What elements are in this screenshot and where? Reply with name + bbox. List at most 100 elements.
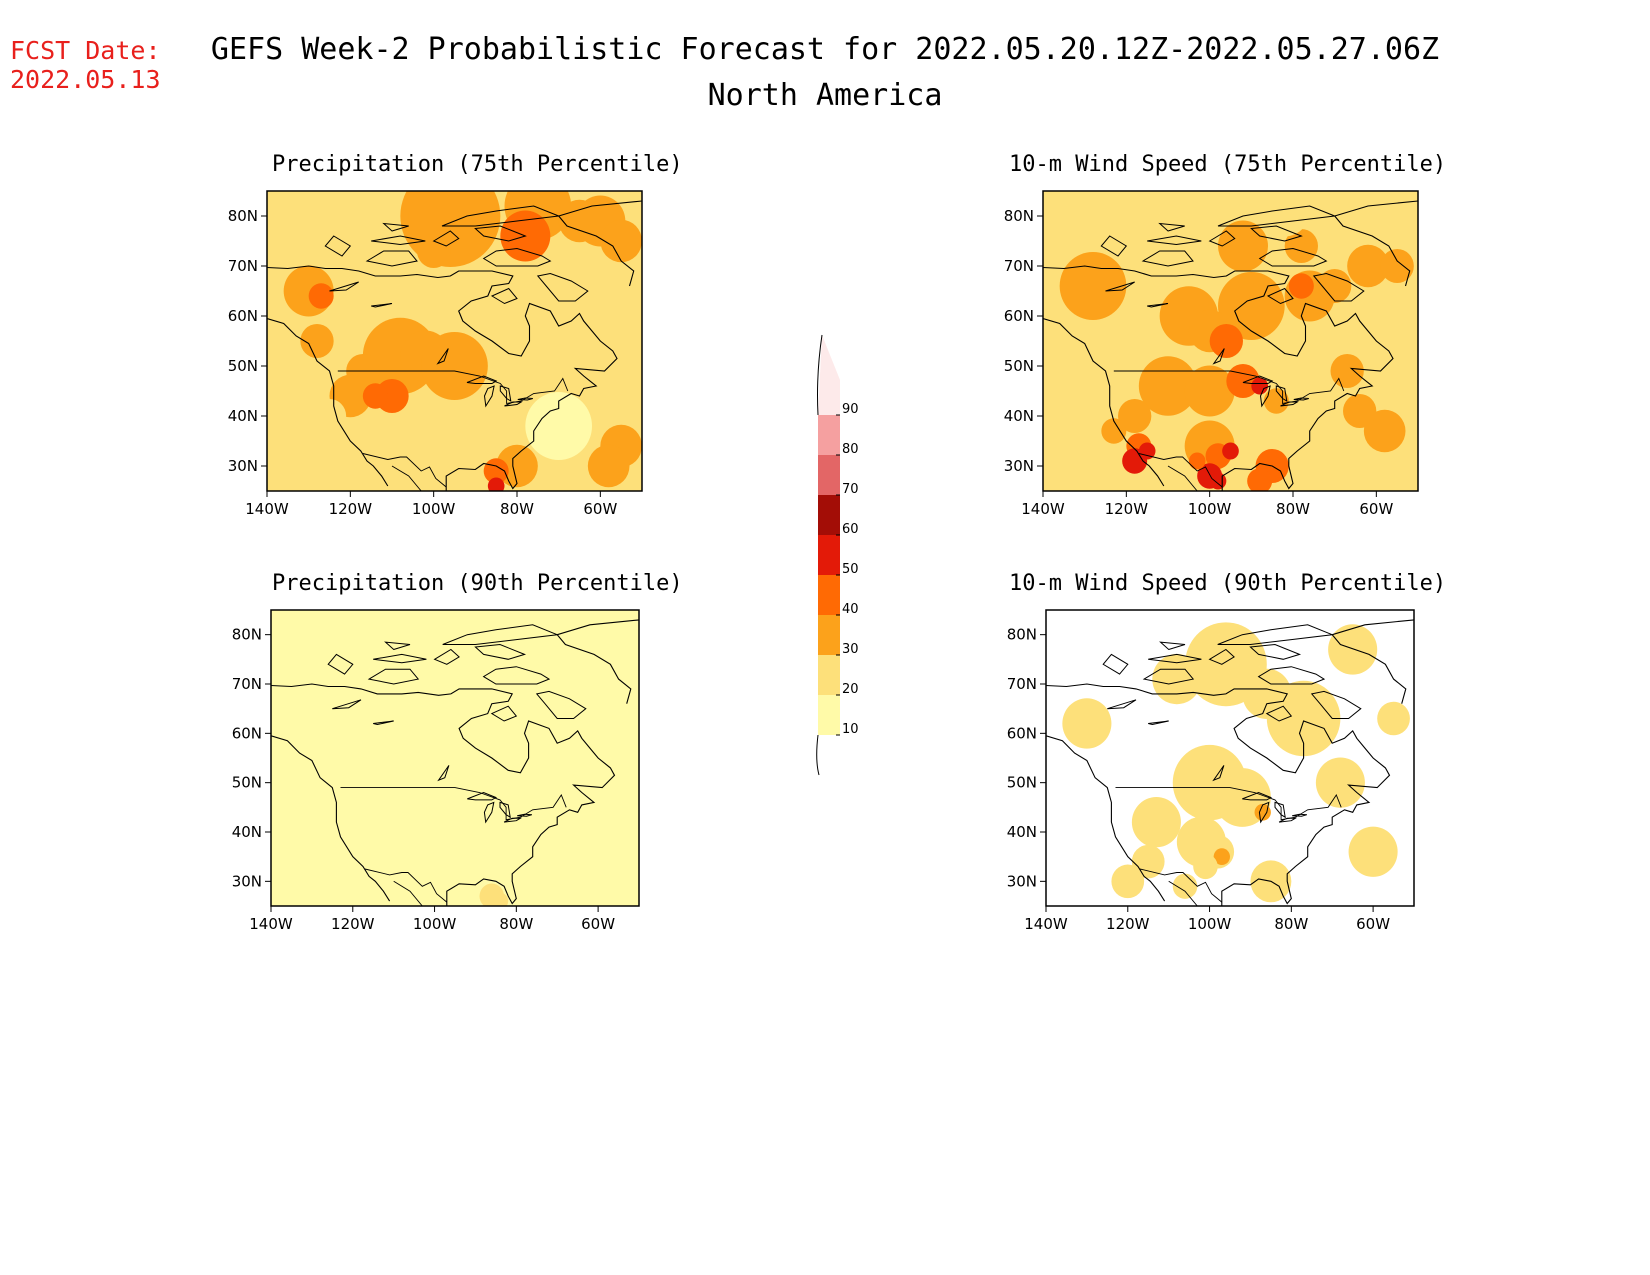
probability-patch [287, 708, 337, 759]
probability-patch [557, 658, 607, 710]
probability-patch [1062, 698, 1112, 749]
probability-patch [1193, 853, 1218, 880]
probability-patch [1209, 324, 1243, 358]
island-outline [1159, 641, 1186, 651]
lat-label: 50N [1007, 774, 1037, 792]
colorbar-label: 80 [842, 442, 859, 457]
island-outline [1265, 705, 1293, 722]
lat-label: 40N [232, 823, 262, 841]
colorbar-lower-end [818, 735, 840, 775]
lake-outline [1275, 385, 1288, 402]
lon-label: 100W [1188, 915, 1232, 933]
probability-patch [1284, 229, 1318, 263]
probability-patch [1218, 220, 1268, 272]
probability-patch [487, 477, 505, 491]
island-outline [1312, 272, 1365, 302]
probability-patch [1259, 191, 1310, 237]
lon-label: 60W [581, 915, 615, 933]
lat-label: 80N [228, 207, 258, 225]
lat-label: 40N [228, 407, 258, 425]
probability-patch [1152, 653, 1202, 705]
coastline [1333, 200, 1418, 287]
coastline [556, 619, 639, 704]
probability-patch [275, 802, 333, 862]
border-line [340, 787, 567, 821]
lat-label: 40N [1004, 407, 1034, 425]
coastline [1043, 317, 1165, 487]
lon-label: 80W [1276, 500, 1310, 518]
lat-label: 70N [1007, 675, 1037, 693]
lat-label: 60N [228, 307, 258, 325]
colorbar-segment [818, 535, 840, 575]
lake-outline [1293, 397, 1309, 401]
probability-patch [1377, 701, 1410, 736]
lat-label: 70N [1004, 257, 1034, 275]
probability-patch [385, 850, 427, 893]
island-outline [327, 653, 354, 675]
border-line [1139, 868, 1223, 903]
probability-patch [1328, 624, 1378, 675]
coastline [267, 317, 389, 487]
panel-title-precip90: Precipitation (90th Percentile) [272, 571, 683, 596]
lake-outline [483, 801, 495, 824]
probability-patch [417, 234, 451, 268]
island-outline [324, 235, 352, 257]
probability-patch [300, 324, 334, 358]
forecast-date-label: FCST Date: [10, 36, 161, 65]
lat-label: 30N [1004, 457, 1034, 475]
island-outline [1266, 287, 1294, 305]
lake-outline [1242, 375, 1274, 384]
lake-outline [483, 385, 495, 408]
lat-label: 70N [228, 257, 258, 275]
island-outline [1250, 225, 1303, 242]
lon-label: 100W [1188, 500, 1232, 518]
probability-patch [1380, 249, 1414, 283]
panel-title-precip75: Precipitation (75th Percentile) [272, 152, 683, 177]
lat-label: 70N [232, 675, 262, 693]
probability-patch [479, 399, 522, 443]
lat-label: 80N [1004, 207, 1034, 225]
island-outline [1100, 235, 1128, 257]
island-outline [1217, 205, 1335, 227]
probability-patch [1111, 864, 1145, 899]
colorbar-segment [818, 655, 840, 695]
lake-outline [1274, 801, 1286, 819]
page-subtitle: North America [707, 78, 943, 113]
island-outline [482, 666, 551, 685]
coastline [267, 265, 618, 491]
lake-outline [1242, 791, 1273, 801]
lon-label: 120W [1106, 915, 1150, 933]
lat-label: 30N [228, 457, 258, 475]
coastline [1046, 683, 1391, 906]
lon-label: 100W [413, 915, 457, 933]
probability-patch [434, 691, 517, 776]
probability-patch [1226, 364, 1260, 398]
probability-patch [408, 191, 459, 242]
border-line [1138, 453, 1223, 488]
colorbar-label: 40 [842, 602, 859, 617]
map-frame [266, 190, 643, 492]
lake-outline [1148, 720, 1169, 726]
lon-label: 80W [499, 915, 533, 933]
coastline [1046, 735, 1166, 902]
colorbar-label: 90 [842, 402, 859, 417]
border-line [1167, 465, 1198, 491]
probability-patch [585, 798, 639, 866]
lon-label: 120W [329, 500, 373, 518]
probability-patch [360, 633, 460, 735]
island-outline [474, 225, 527, 242]
probability-patch [426, 806, 476, 858]
border-line [337, 370, 569, 405]
lake-outline [467, 791, 498, 801]
lat-label: 60N [232, 724, 262, 742]
island-outline [1141, 250, 1194, 267]
lake-outline [1107, 699, 1137, 710]
colorbar-label: 70 [842, 482, 859, 497]
map-frame [1042, 190, 1419, 492]
probability-patch [308, 283, 334, 309]
island-outline [1208, 648, 1235, 665]
probability-patch [1218, 272, 1285, 340]
lat-label: 80N [232, 626, 262, 644]
island-outline [1257, 666, 1326, 685]
coastline [1043, 265, 1394, 491]
